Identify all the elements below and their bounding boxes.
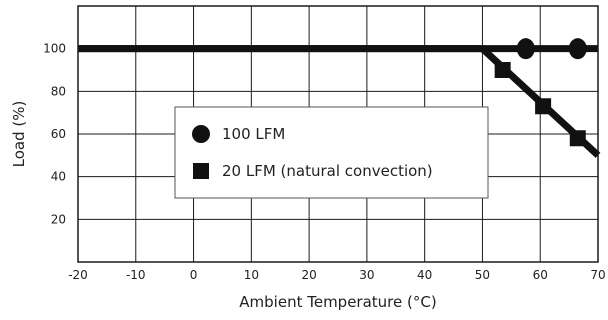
legend-marker-square [193, 163, 209, 179]
y-tick-label: 60 [51, 127, 66, 141]
legend: 100 LFM 20 LFM (natural convection) [174, 106, 489, 199]
x-tick-label: 0 [190, 268, 198, 282]
x-tick-label: -10 [126, 268, 146, 282]
data-point-100-lfm [568, 38, 587, 60]
legend-marker-circle [192, 125, 210, 143]
x-tick-labels: -20 -10 0 10 20 30 40 50 60 70 [68, 268, 605, 282]
x-tick-label: 10 [244, 268, 259, 282]
data-point-20-lfm [494, 62, 511, 78]
data-point-20-lfm [535, 98, 552, 115]
series-lines [78, 45, 601, 158]
x-tick-label: 50 [475, 268, 490, 282]
x-tick-label: 20 [301, 268, 316, 282]
x-tick-label: 40 [417, 268, 432, 282]
data-point-20-lfm [569, 130, 586, 147]
x-tick-label: 70 [590, 268, 605, 282]
y-tick-label: 40 [51, 170, 66, 184]
legend-entry-20-lfm: 20 LFM (natural convection) [222, 162, 433, 180]
legend-box [174, 106, 489, 199]
x-tick-label: -20 [68, 268, 88, 282]
y-tick-labels: 20 40 60 80 100 [43, 42, 66, 227]
x-axis-label: Ambient Temperature (°C) [239, 293, 436, 311]
data-point-100-lfm [516, 38, 535, 60]
series-line-20-lfm [78, 45, 601, 158]
plot-frame [77, 5, 599, 263]
y-tick-label: 80 [51, 84, 66, 98]
y-axis-label: Load (%) [10, 101, 28, 168]
data-markers [494, 38, 587, 147]
x-tick-label: 60 [533, 268, 548, 282]
y-tick-label: 20 [51, 212, 66, 226]
y-tick-label: 100 [43, 42, 66, 56]
x-tick-label: 30 [359, 268, 374, 282]
legend-entry-100-lfm: 100 LFM [222, 125, 285, 143]
